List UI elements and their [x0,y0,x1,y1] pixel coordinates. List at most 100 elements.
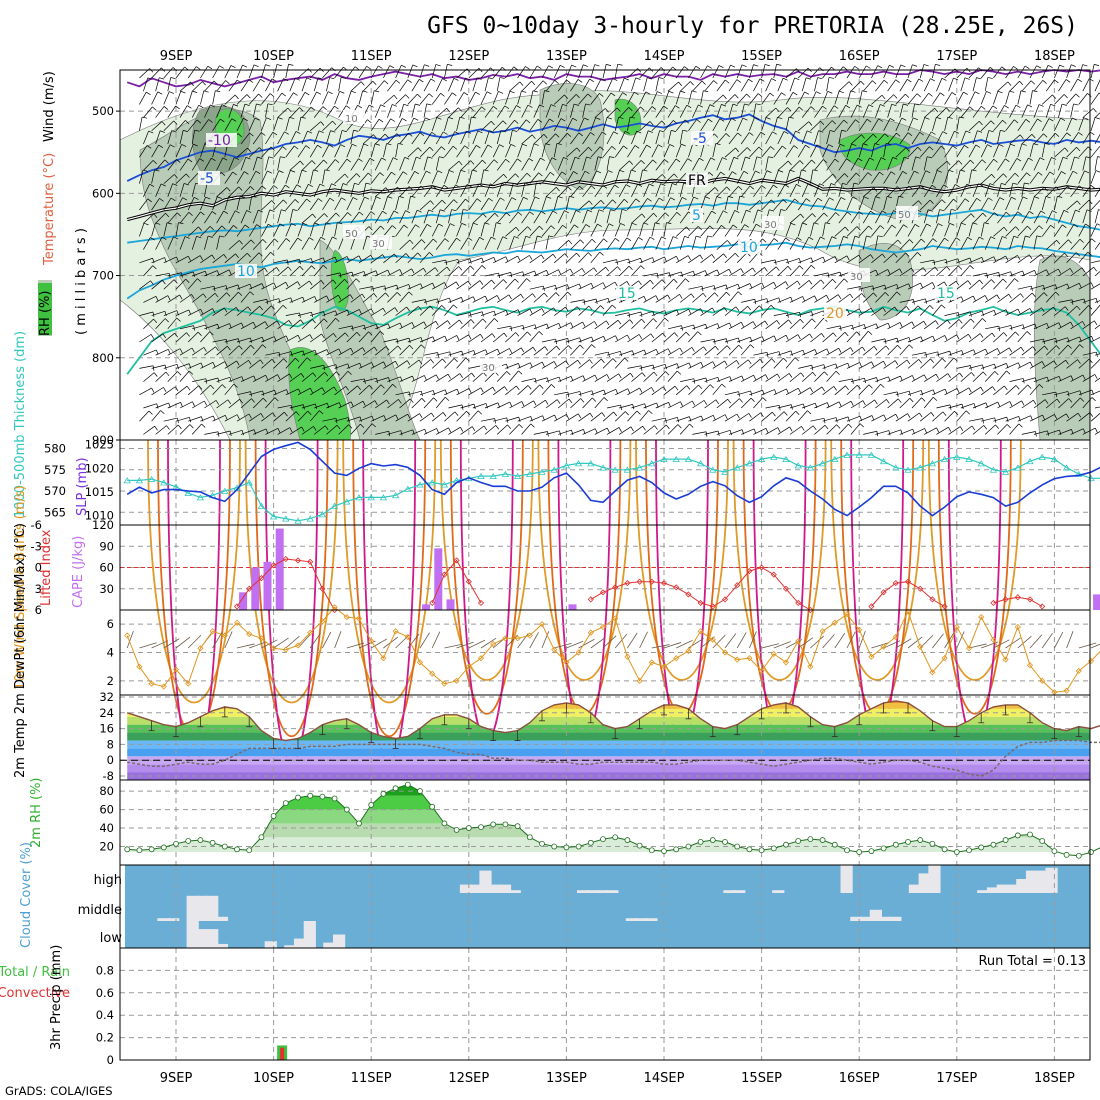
wind-barb [179,294,192,303]
wind-barb [322,279,334,290]
wind-barb [777,426,790,435]
wind-barb-flag [269,209,275,212]
wind-barb [285,312,300,316]
wind-barb-flag [347,417,350,423]
wind-barb-flag [285,238,291,242]
wind-barb-flag [340,144,346,148]
wind-barb [850,134,862,145]
wind-barb-flag [1036,65,1042,69]
wind-barb [907,359,919,369]
isotherm-arch [635,439,729,681]
wind-barb-flag [756,223,761,228]
wind-barb-flag [590,185,596,190]
wind-barb [663,255,677,264]
wind-barb [541,338,556,343]
wind-barb-flag [684,119,690,124]
wind-barb-flag [606,427,610,433]
wind-barb [163,310,177,316]
wind-barb [265,78,273,92]
wind-barb-flag [722,210,728,214]
wind-barb [875,235,879,250]
wind-barb [570,375,584,382]
wind-barb-flag [550,225,555,230]
y-tick: 16 [99,722,114,736]
wind-barb-flag [420,391,423,397]
wind-barb [578,282,592,290]
wind-barb [289,404,304,409]
y-tick-left: 580 [44,442,66,456]
wind-barb-flag [187,158,193,163]
wind-barb-flag [485,349,488,355]
wind-barb [627,410,638,422]
wind-barb [435,320,448,330]
wind-barb-flag [579,185,584,190]
wind-barb-flag [728,196,734,198]
wind-barb [143,318,154,330]
wind-barb-flag [332,279,337,284]
wind-speed-marker [1051,689,1058,696]
wind-barb-flag [676,370,682,375]
wind-barb [923,397,934,409]
wind-barb [472,295,486,303]
wind-barb-flag [718,65,724,69]
wind-barb [985,294,998,303]
wind-barb [704,292,715,303]
wind-barb-flag [577,79,583,83]
wind-barb-flag [799,160,804,165]
wind-barb [423,103,428,118]
wind-barb-flag [1055,186,1060,191]
wind-barb [675,331,687,343]
wind-barb-flag [923,64,929,67]
wind-barb [740,397,752,409]
wind-barb [228,186,239,198]
wind-barb-flag [1005,158,1010,162]
wind-barb [236,283,251,290]
wind-barb [814,424,826,435]
wind-barb-flag [652,159,657,164]
wind-barb [676,255,689,264]
wind-barb [371,285,385,290]
wind-barb [472,106,482,118]
wind-barb-flag [941,358,946,363]
wind-barb [749,93,759,105]
wind-barb-flag [676,256,679,261]
wind-barb [448,131,456,145]
wind-barb-flag [169,91,174,94]
wind-barb-flag [995,424,1000,429]
wind-barb [435,397,446,409]
wind-barb-flag [435,374,439,380]
wind-barb-flag [448,427,452,433]
wind-barb [362,211,372,224]
wind-barb [200,90,205,105]
wind-barb [826,424,837,435]
wind-barb [191,211,201,224]
wind-barb-flag [659,130,665,133]
wind-barb-flag [628,258,631,264]
wind-barb [350,271,365,277]
wind-barb-flag [451,209,457,212]
wind-barb [533,235,538,250]
wind-barb [212,307,225,316]
wind-barb [541,196,547,211]
wind-barb [797,280,810,290]
wind-barb [834,66,844,79]
wind-barb-flag [214,292,219,298]
wind-barb-flag [211,211,217,215]
wind-barb-flag [643,222,649,225]
wind-barb-flag [291,223,296,226]
wind-barb-flag [602,282,606,288]
wind-barb-flag [1064,147,1069,152]
wind-barb [1045,133,1056,145]
wind-barb-flag [360,423,365,428]
wind-barb-flag [920,238,926,243]
wind-barb [179,370,190,382]
wind-barb [521,270,535,277]
wind-barb [859,307,872,316]
wind-barb-flag [867,331,873,335]
wind-barb [789,213,801,224]
wind-barb-flag [709,384,714,389]
wind-barb-flag [513,183,519,186]
contour-label: 10 [740,240,758,256]
wind-barb [956,410,967,422]
thickness-marker [550,466,558,473]
